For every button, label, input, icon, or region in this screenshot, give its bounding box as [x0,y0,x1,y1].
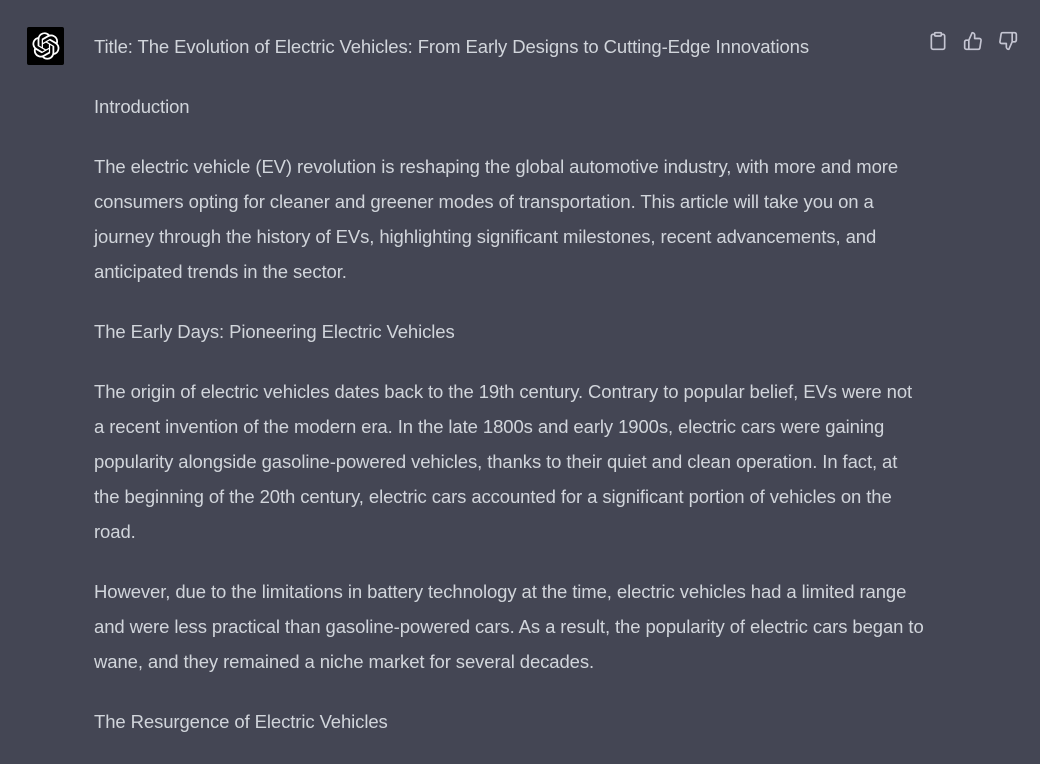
message-actions [927,30,1018,51]
copy-button[interactable] [927,30,948,51]
thumbs-down-button[interactable] [997,30,1018,51]
thumbs-up-button[interactable] [962,30,983,51]
article-title: Title: The Evolution of Electric Vehicle… [94,36,809,57]
assistant-avatar [27,27,64,65]
paragraph-limitations: However, due to the limitations in batte… [94,581,924,672]
message-content: Title: The Evolution of Electric Vehicle… [94,29,924,764]
thumbs-up-icon [963,31,982,50]
paragraph-introduction: The electric vehicle (EV) revolution is … [94,156,899,282]
section-heading-early-days: The Early Days: Pioneering Electric Vehi… [94,321,455,342]
clipboard-icon [930,31,945,50]
paragraph-origin: The origin of electric vehicles dates ba… [94,381,913,542]
section-heading-introduction: Introduction [94,96,190,117]
thumbs-down-icon [998,31,1017,50]
openai-logo-icon [31,32,59,60]
section-heading-resurgence: The Resurgence of Electric Vehicles [94,711,388,732]
assistant-message: Title: The Evolution of Electric Vehicle… [27,27,1018,732]
